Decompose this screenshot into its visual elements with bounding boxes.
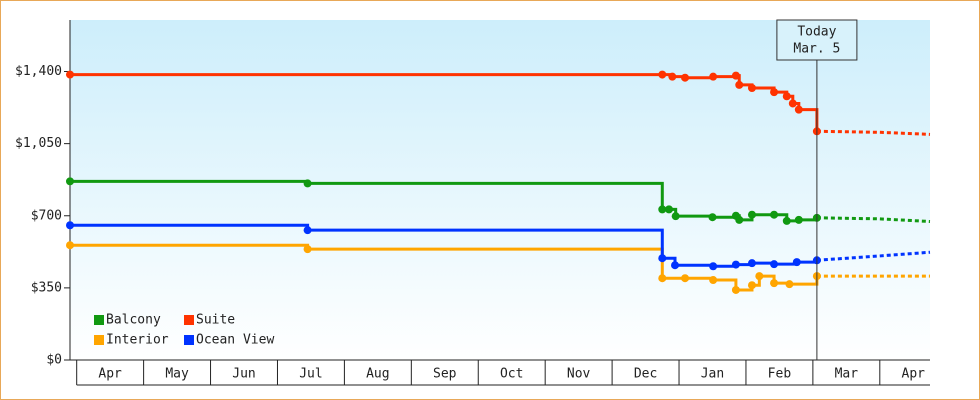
plot-area xyxy=(70,20,930,360)
data-point xyxy=(788,99,797,108)
legend-swatch xyxy=(94,315,104,325)
legend-swatch xyxy=(184,315,194,325)
today-label: Today xyxy=(797,25,836,40)
y-tick-label: $700 xyxy=(31,208,62,223)
data-point xyxy=(792,258,801,267)
data-point xyxy=(658,274,667,283)
data-point xyxy=(731,285,740,294)
data-point xyxy=(735,215,744,224)
data-point xyxy=(770,260,779,269)
x-tick-label: May xyxy=(165,367,189,382)
data-point xyxy=(782,92,791,101)
data-point xyxy=(794,215,803,224)
x-tick-label: Feb xyxy=(768,367,792,382)
data-point xyxy=(708,213,717,222)
y-tick-label: $0 xyxy=(46,353,62,368)
x-tick-label: Apr xyxy=(902,367,926,382)
data-point xyxy=(770,210,779,219)
legend-label: Suite xyxy=(196,313,235,328)
x-tick-label: Jan xyxy=(701,367,724,382)
data-point xyxy=(658,254,667,263)
data-point xyxy=(303,179,312,188)
data-point xyxy=(747,281,756,290)
data-point xyxy=(735,80,744,89)
y-tick-label: $1,050 xyxy=(15,136,62,151)
data-point xyxy=(303,226,312,235)
x-tick-label: Jun xyxy=(232,367,255,382)
data-point xyxy=(66,177,74,186)
data-point xyxy=(747,84,756,92)
data-point xyxy=(731,71,740,80)
legend-swatch xyxy=(184,335,194,345)
data-point xyxy=(755,272,764,281)
data-point xyxy=(709,262,718,271)
x-tick-label: Nov xyxy=(567,367,591,382)
data-point xyxy=(785,280,794,289)
data-point xyxy=(770,279,779,288)
x-tick-label: Aug xyxy=(366,367,389,382)
data-point xyxy=(66,241,74,250)
data-point xyxy=(709,72,718,81)
data-point xyxy=(794,105,803,114)
legend-label: Interior xyxy=(106,333,169,348)
x-tick-label: Dec xyxy=(634,367,657,382)
data-point xyxy=(747,259,756,268)
x-tick-label: Mar xyxy=(835,367,859,382)
data-point xyxy=(747,210,756,219)
data-point xyxy=(671,261,680,270)
data-point xyxy=(658,70,667,79)
x-tick-label: Sep xyxy=(433,367,457,382)
legend-swatch xyxy=(94,335,104,345)
today-box xyxy=(776,19,858,61)
x-tick-label: Apr xyxy=(98,367,122,382)
data-point xyxy=(658,205,667,214)
data-point xyxy=(782,216,791,225)
today-label: Mar. 5 xyxy=(793,42,840,57)
data-point xyxy=(303,245,312,254)
x-tick-label: Oct xyxy=(500,367,523,382)
forecast-line xyxy=(816,250,931,262)
data-point xyxy=(681,274,690,283)
data-point xyxy=(770,88,779,97)
data-point xyxy=(66,221,74,230)
data-point xyxy=(709,276,718,285)
legend-label: Balcony xyxy=(106,313,161,328)
y-tick-label: $350 xyxy=(31,280,62,295)
data-point xyxy=(671,212,680,221)
data-point xyxy=(664,205,673,214)
data-point xyxy=(668,72,677,81)
data-point xyxy=(66,70,74,79)
legend-label: Ocean View xyxy=(196,333,274,348)
y-tick-label: $1,400 xyxy=(15,64,62,79)
data-point xyxy=(681,73,690,82)
data-point xyxy=(731,260,740,269)
x-tick-label: Jul xyxy=(299,367,322,382)
